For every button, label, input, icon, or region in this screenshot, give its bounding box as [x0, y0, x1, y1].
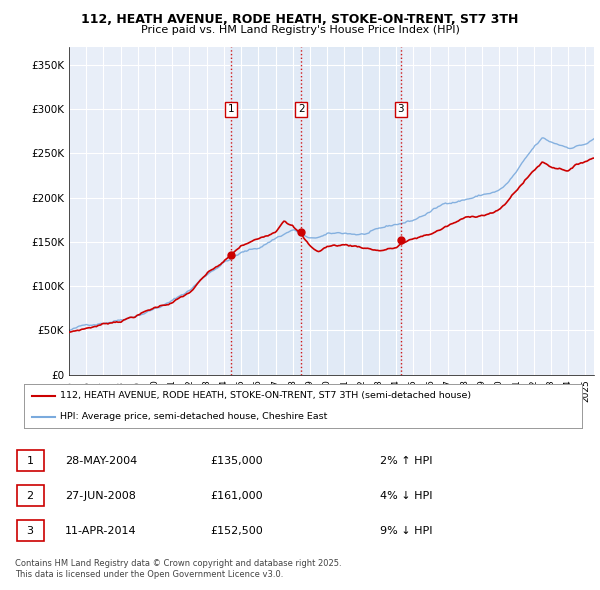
Text: 3: 3 — [26, 526, 34, 536]
Text: HPI: Average price, semi-detached house, Cheshire East: HPI: Average price, semi-detached house,… — [60, 412, 328, 421]
FancyBboxPatch shape — [17, 520, 44, 541]
Bar — [231, 47, 401, 375]
Text: 11-APR-2014: 11-APR-2014 — [65, 526, 137, 536]
Text: 112, HEATH AVENUE, RODE HEATH, STOKE-ON-TRENT, ST7 3TH: 112, HEATH AVENUE, RODE HEATH, STOKE-ON-… — [82, 13, 518, 26]
FancyBboxPatch shape — [17, 450, 44, 471]
Text: Price paid vs. HM Land Registry's House Price Index (HPI): Price paid vs. HM Land Registry's House … — [140, 25, 460, 35]
Text: £161,000: £161,000 — [210, 491, 263, 500]
Text: £135,000: £135,000 — [210, 455, 263, 466]
Text: £152,500: £152,500 — [210, 526, 263, 536]
Text: Contains HM Land Registry data © Crown copyright and database right 2025.
This d: Contains HM Land Registry data © Crown c… — [15, 559, 341, 579]
Text: 1: 1 — [26, 456, 34, 466]
Text: 4% ↓ HPI: 4% ↓ HPI — [380, 491, 433, 500]
Text: 3: 3 — [398, 104, 404, 114]
Text: 28-MAY-2004: 28-MAY-2004 — [65, 455, 137, 466]
Text: 112, HEATH AVENUE, RODE HEATH, STOKE-ON-TRENT, ST7 3TH (semi-detached house): 112, HEATH AVENUE, RODE HEATH, STOKE-ON-… — [60, 391, 472, 401]
Text: 2: 2 — [26, 491, 34, 501]
Text: 2: 2 — [298, 104, 305, 114]
Text: 2% ↑ HPI: 2% ↑ HPI — [380, 455, 433, 466]
Text: 9% ↓ HPI: 9% ↓ HPI — [380, 526, 433, 536]
Text: 1: 1 — [227, 104, 234, 114]
FancyBboxPatch shape — [17, 485, 44, 506]
Text: 27-JUN-2008: 27-JUN-2008 — [65, 491, 136, 500]
